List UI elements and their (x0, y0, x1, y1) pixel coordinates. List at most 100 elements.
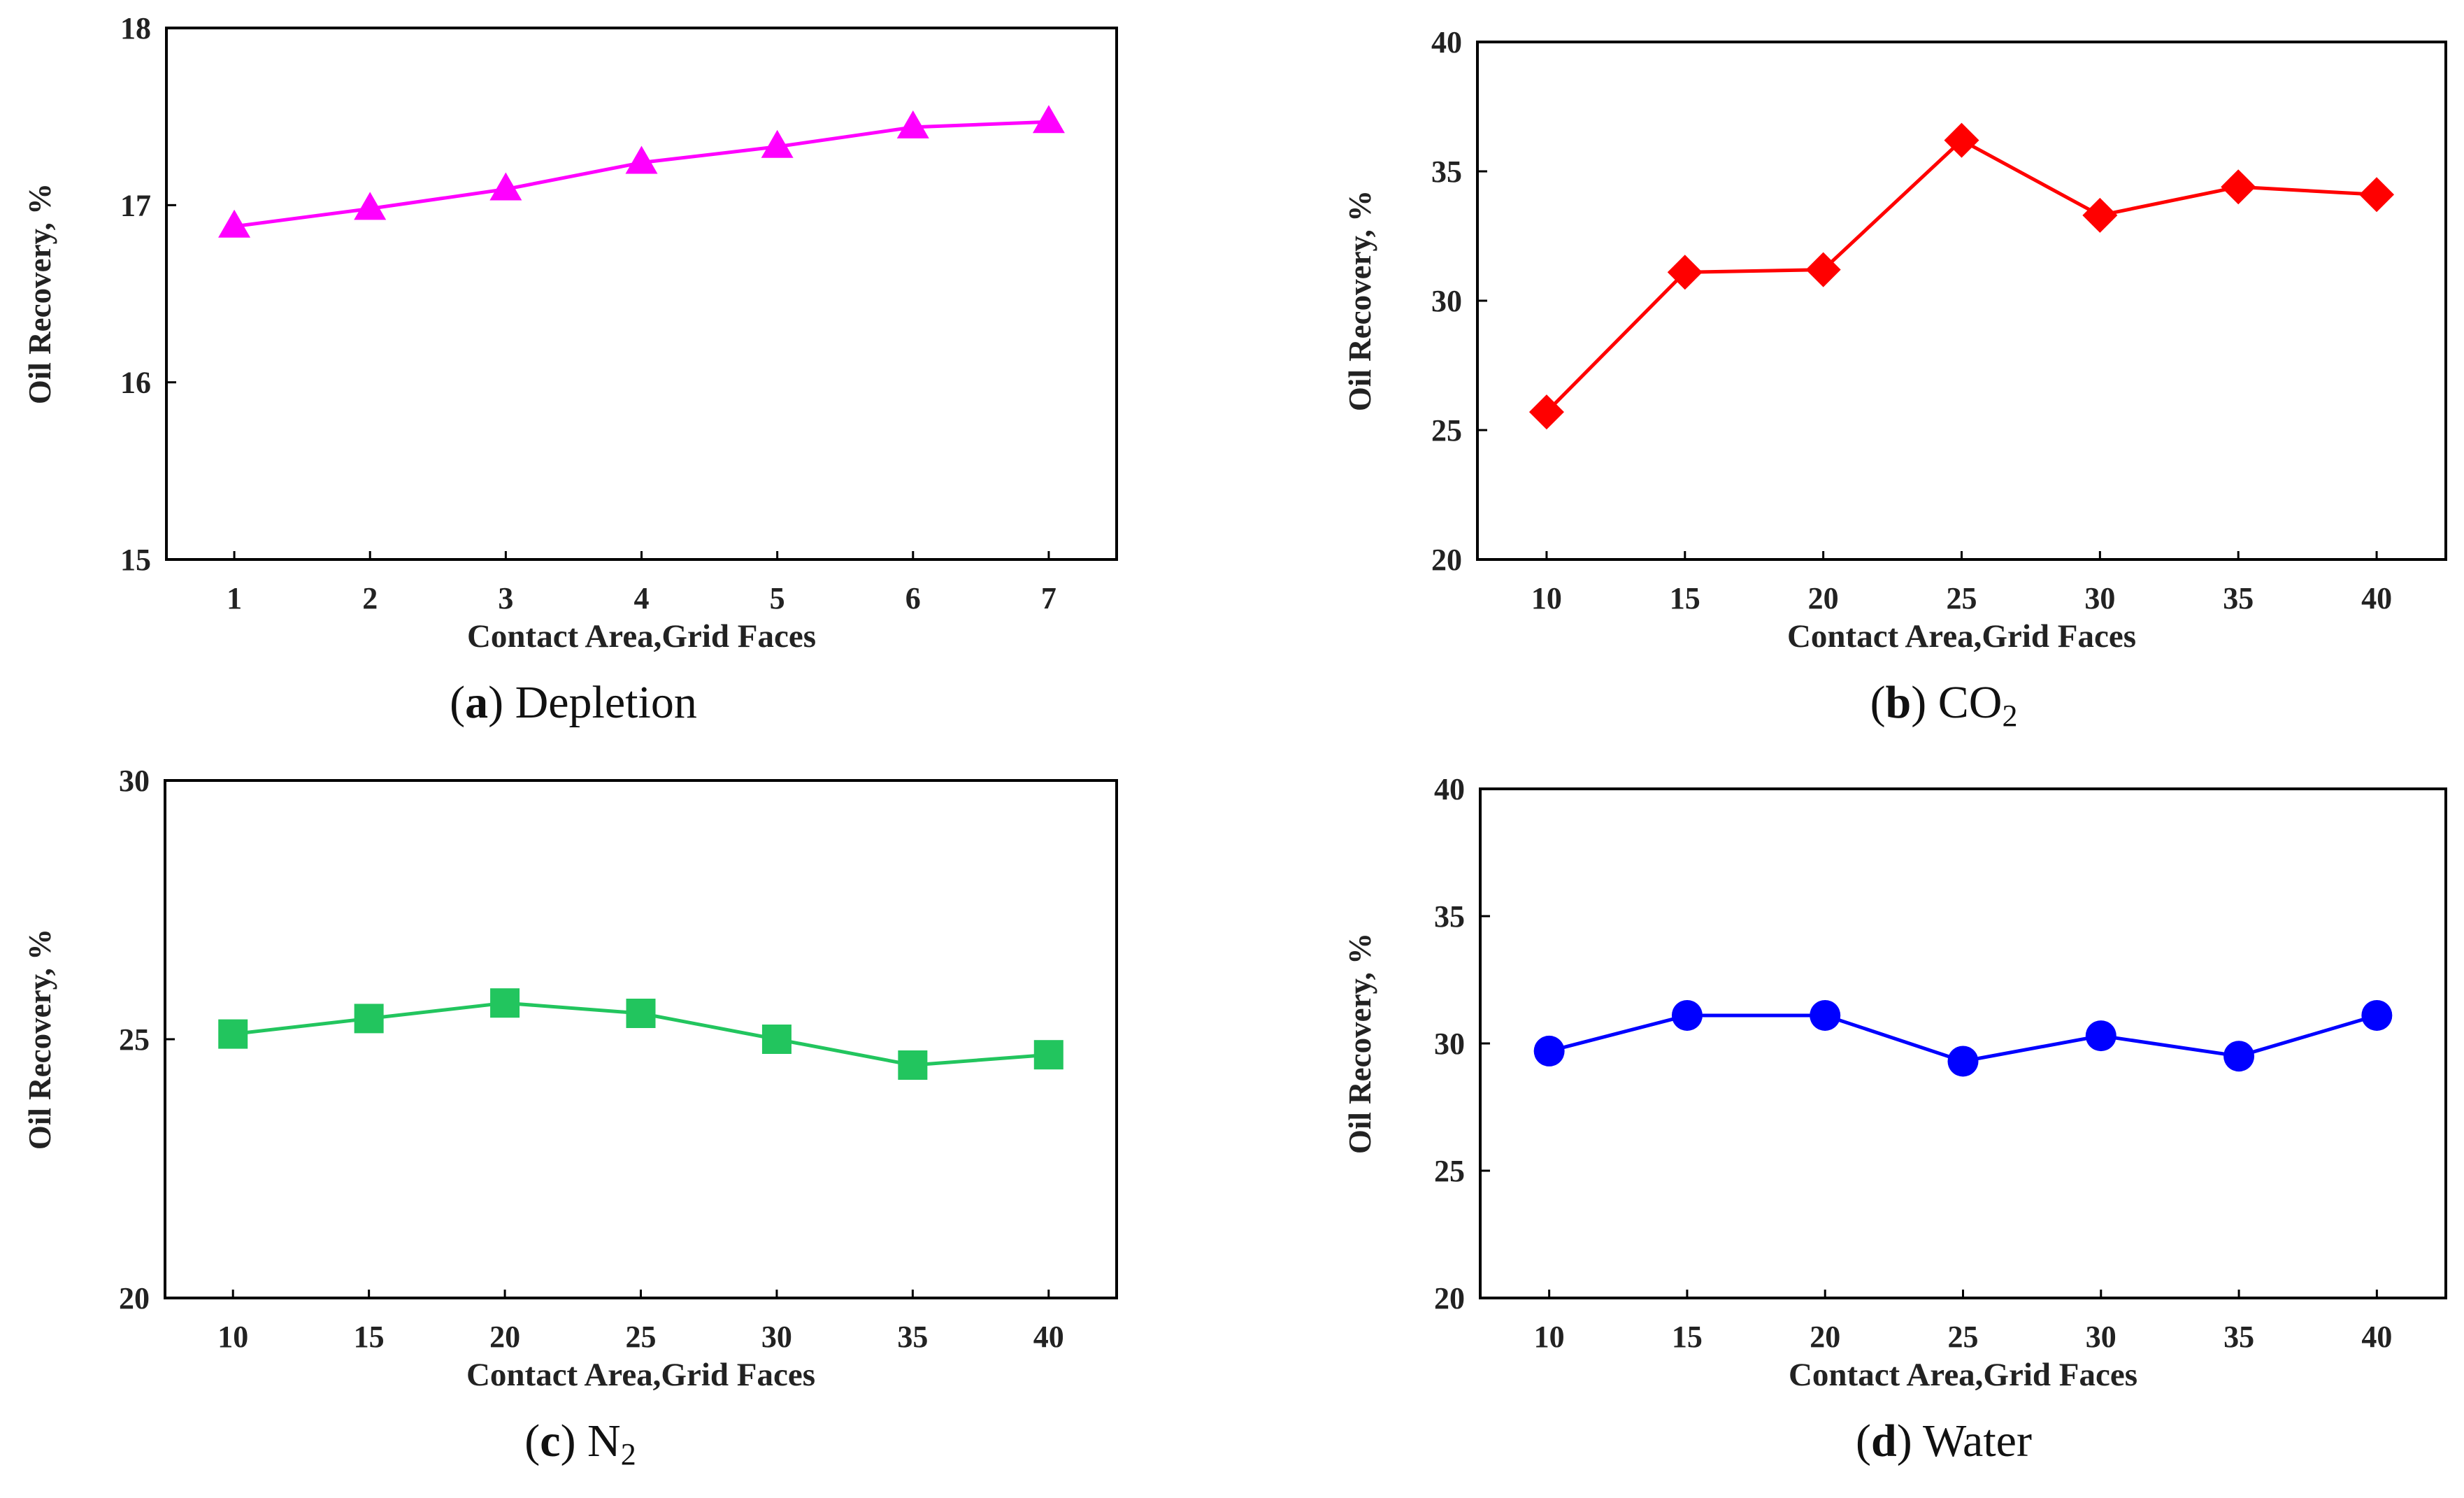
data-point-c-7 (1033, 1040, 1063, 1070)
data-point-a-2 (354, 192, 387, 220)
x-tick-label: 5 (770, 581, 785, 615)
data-point-a-5 (761, 129, 794, 158)
x-tick-label: 15 (354, 1320, 385, 1354)
data-point-d-7 (2361, 999, 2393, 1031)
panel-caption: (d) Water (1856, 1415, 2032, 1467)
y-tick-label: 30 (1434, 1027, 1465, 1061)
data-point-d-2 (1671, 999, 1703, 1031)
plot-area-frame (164, 779, 1118, 1299)
data-point-d-4 (1947, 1046, 1979, 1077)
data-point-c-4 (626, 999, 656, 1028)
caption-text: Depletion (515, 677, 697, 728)
data-point-c-1 (218, 1019, 248, 1049)
panel-caption: (a) Depletion (450, 677, 697, 728)
x-tick-label: 20 (1808, 581, 1839, 615)
x-tick-label: 20 (489, 1320, 520, 1354)
y-tick-label: 30 (119, 764, 150, 798)
panel-d-water: 20 25 30 35 40 10 15 20 25 30 35 40 Contact Area,Gri… (1342, 772, 2447, 1467)
caption-text: CO (1938, 677, 2003, 728)
y-axis-label: Oil Recovery, % (22, 929, 57, 1150)
y-tick-label: 25 (1434, 1154, 1465, 1188)
x-tick-label: 35 (2223, 581, 2254, 615)
x-tick-label: 2 (362, 581, 378, 615)
plot-area-frame (165, 27, 1118, 561)
data-point-a-7 (1032, 105, 1065, 134)
x-tick-label: 35 (2223, 1320, 2254, 1354)
panel-b-co2: 20 25 30 35 40 10 15 20 25 30 35 40 Contact Area,Gri… (1342, 25, 2447, 733)
x-tick-label: 6 (905, 581, 921, 615)
y-tick-label: 20 (1434, 1281, 1465, 1315)
x-tick-label: 40 (2361, 1320, 2392, 1354)
data-point-d-6 (2223, 1041, 2255, 1072)
data-point-b-4 (1944, 122, 1979, 158)
x-tick-label: 25 (626, 1320, 657, 1354)
panel-c-n2: 20 25 30 10 15 20 25 30 35 40 Contact Area,Grid Fa… (22, 764, 1118, 1471)
x-tick-label: 20 (1810, 1320, 1840, 1354)
caption-letter: a (465, 677, 488, 728)
x-tick-label: 7 (1041, 581, 1056, 615)
data-point-d-3 (1810, 999, 1841, 1031)
caption-letter: d (1871, 1415, 1897, 1467)
x-tick-label: 40 (2361, 581, 2392, 615)
x-tick-label: 4 (634, 581, 650, 615)
data-point-b-3 (1805, 252, 1841, 287)
x-tick-label: 1 (227, 581, 242, 615)
data-point-c-5 (761, 1025, 792, 1054)
x-tick-label: 30 (761, 1320, 792, 1354)
plot-area-frame (1476, 41, 2447, 561)
y-axis-label: Oil Recovery, % (22, 183, 57, 404)
y-tick-label: 30 (1431, 284, 1462, 318)
data-point-c-2 (354, 1004, 384, 1034)
x-tick-label: 30 (2084, 581, 2115, 615)
x-tick-label: 40 (1033, 1320, 1064, 1354)
x-tick-label: 15 (1670, 581, 1700, 615)
panel-caption: (c) N2 (524, 1415, 636, 1471)
data-point-d-1 (1533, 1035, 1565, 1067)
y-tick-label: 35 (1431, 155, 1462, 189)
caption-letter: c (540, 1415, 560, 1467)
y-axis-label: Oil Recovery, % (1342, 190, 1377, 411)
x-axis-label: Contact Area,Grid Faces (1787, 618, 2136, 655)
caption-subscript: 2 (2002, 699, 2017, 733)
data-point-b-1 (1528, 394, 1564, 430)
series-line-b (1545, 138, 2377, 413)
data-point-b-2 (1667, 255, 1703, 290)
caption-letter: b (1886, 677, 1912, 728)
data-point-a-3 (489, 172, 522, 201)
y-tick-label: 35 (1434, 899, 1465, 934)
y-tick-label: 20 (1431, 543, 1462, 577)
x-tick-label: 3 (498, 581, 513, 615)
plot-area-frame (1479, 787, 2447, 1299)
x-tick-label: 35 (897, 1320, 928, 1354)
data-point-a-6 (896, 110, 929, 138)
x-tick-label: 25 (1947, 581, 1977, 615)
panel-a-depletion: 15 16 17 18 1 2 3 4 5 6 7 Contact Area,Grid Faces Oi… (22, 11, 1118, 728)
x-tick-label: 10 (217, 1320, 248, 1354)
x-tick-label: 10 (1531, 581, 1562, 615)
caption-subscript: 2 (621, 1437, 636, 1471)
x-tick-label: 30 (2086, 1320, 2116, 1354)
data-point-b-6 (2221, 169, 2256, 205)
x-tick-label: 10 (1534, 1320, 1565, 1354)
x-axis-label: Contact Area,Grid Faces (466, 1357, 815, 1393)
data-point-d-5 (2085, 1020, 2116, 1052)
caption-text: Water (1923, 1415, 2032, 1467)
y-tick-label: 15 (120, 543, 151, 577)
y-tick-label: 20 (119, 1281, 150, 1315)
data-point-a-4 (625, 145, 658, 174)
data-point-b-7 (2359, 177, 2395, 213)
x-tick-label: 15 (1672, 1320, 1703, 1354)
y-tick-label: 40 (1434, 772, 1465, 806)
y-tick-label: 25 (119, 1022, 150, 1057)
data-point-c-3 (490, 988, 520, 1018)
y-tick-label: 40 (1431, 25, 1462, 59)
x-axis-label: Contact Area,Grid Faces (467, 618, 816, 655)
data-point-c-6 (898, 1050, 928, 1080)
y-tick-label: 17 (120, 188, 151, 222)
y-axis-label: Oil Recovery, % (1342, 933, 1377, 1154)
x-axis-label: Contact Area,Grid Faces (1789, 1357, 2137, 1393)
y-tick-label: 16 (120, 366, 151, 400)
data-point-b-5 (2082, 197, 2118, 233)
y-tick-label: 18 (120, 11, 151, 45)
